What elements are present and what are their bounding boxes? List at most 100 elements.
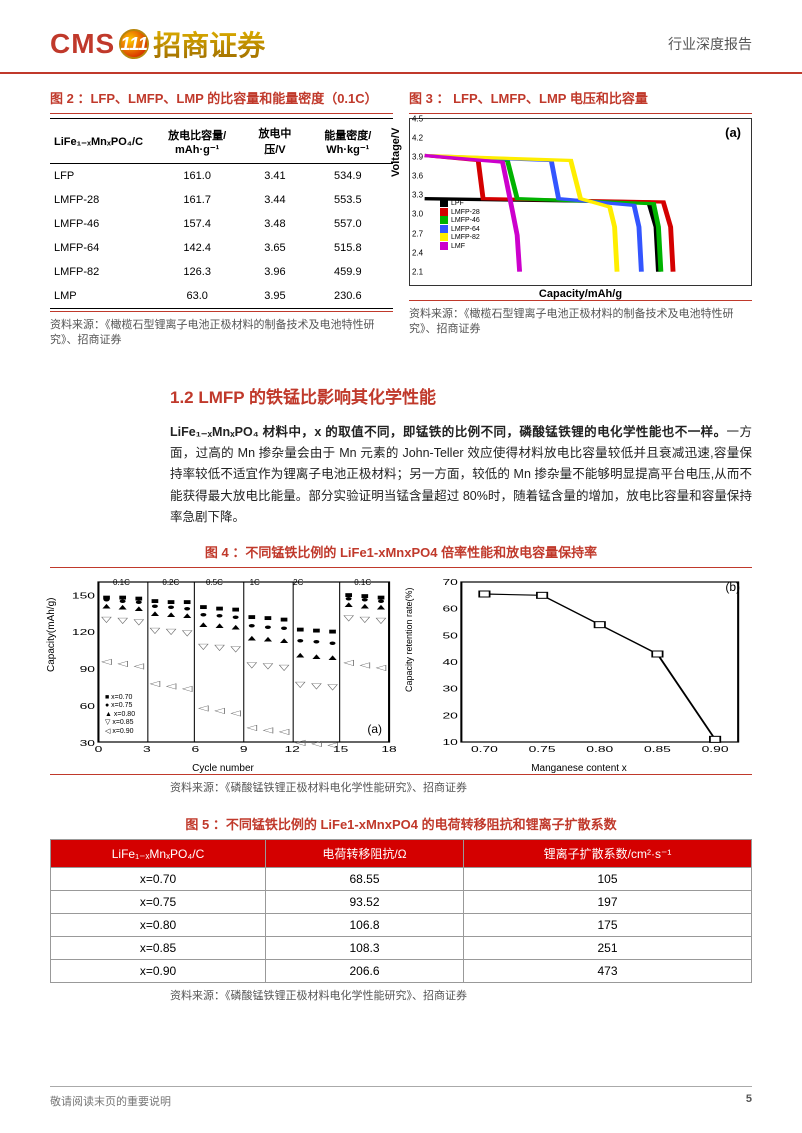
svg-text:◁: ◁ — [263, 726, 274, 734]
svg-text:■: ■ — [248, 613, 257, 621]
svg-text:▽: ▽ — [360, 616, 371, 624]
fig2-block: 图 2 ：LFP、LMFP、LMP 的比容量和能量密度（0.1C） LiFe₁₋… — [50, 88, 393, 349]
svg-text:▽: ▽ — [182, 629, 193, 637]
svg-text:10: 10 — [442, 739, 457, 747]
svg-text:◁: ◁ — [343, 659, 354, 667]
svg-text:▽: ▽ — [230, 645, 241, 653]
fig4-title: 图 4 ：不同锰铁比例的 LiFe1-xMnxPO4 倍率性能和放电容量保持率 — [50, 542, 752, 561]
table-row: LFP161.03.41534.9 — [50, 164, 393, 189]
svg-text:90: 90 — [80, 666, 95, 674]
svg-text:●: ● — [232, 613, 240, 621]
svg-text:▽: ▽ — [133, 618, 144, 626]
fig4a-ylabel: Capacity(mAh/g) — [46, 598, 57, 672]
svg-text:30: 30 — [80, 740, 95, 748]
svg-text:70: 70 — [442, 579, 457, 587]
fig3-chart: (a) Voltage/V 2.12.42.73.03.33.63.94.24.… — [409, 118, 752, 286]
svg-text:▲: ▲ — [213, 622, 227, 630]
svg-text:▲: ▲ — [180, 612, 194, 620]
svg-text:60: 60 — [80, 703, 95, 711]
svg-text:▲: ▲ — [116, 603, 130, 611]
svg-text:◁: ◁ — [279, 728, 290, 736]
svg-text:▲: ▲ — [197, 621, 211, 629]
svg-text:18: 18 — [381, 746, 396, 754]
fig3-yticks: 2.12.42.73.03.33.63.94.24.5 — [412, 119, 434, 285]
table-header: LiFe₁₋ₓMnₓPO₄/C — [51, 840, 266, 868]
svg-text:20: 20 — [442, 712, 457, 720]
svg-text:◁: ◁ — [117, 660, 128, 668]
table-header: 锂离子扩散系数/cm²·s⁻¹ — [463, 840, 751, 868]
fig4b-ylabel: Capacity retention rate(%) — [404, 587, 414, 692]
svg-text:▲: ▲ — [229, 623, 243, 631]
svg-text:●: ● — [312, 638, 320, 646]
svg-text:3: 3 — [143, 746, 151, 754]
fig2-title: 图 2 ：LFP、LMFP、LMP 的比容量和能量密度（0.1C） — [50, 88, 393, 107]
svg-text:▽: ▽ — [327, 683, 338, 691]
svg-text:◁: ◁ — [311, 740, 322, 748]
fig3-title: 图 3 ： LFP、LMFP、LMP 电压和比容量 — [409, 88, 752, 107]
svg-text:40: 40 — [442, 659, 457, 667]
logo: CMS 111 招商证券 — [50, 24, 265, 64]
table-row: x=0.7068.55105 — [51, 868, 752, 891]
svg-text:▲: ▲ — [293, 651, 307, 659]
para-rest: 一方面，过高的 Mn 掺杂量会由于 Mn 元素的 John-Teller 效应使… — [170, 425, 752, 524]
svg-text:■: ■ — [264, 614, 273, 622]
table-header: 放电比容量/ mAh·g⁻¹ — [147, 119, 247, 164]
svg-text:▲: ▲ — [164, 611, 178, 619]
svg-text:●: ● — [215, 612, 223, 620]
svg-text:◁: ◁ — [198, 704, 209, 712]
svg-text:6: 6 — [191, 746, 199, 754]
fig4a-panel-label: (a) — [367, 722, 382, 736]
svg-text:▲: ▲ — [245, 634, 259, 642]
svg-text:■: ■ — [312, 627, 321, 635]
fig4b-panel-label: (b) — [725, 580, 740, 594]
svg-text:▽: ▽ — [247, 661, 258, 669]
svg-text:■: ■ — [296, 625, 305, 633]
svg-text:▽: ▽ — [279, 664, 290, 672]
svg-text:◁: ◁ — [360, 661, 371, 669]
fig4b-chart: 102030405060700.700.750.800.850.90 (b) C… — [406, 572, 752, 772]
table-row: LMFP-46157.43.48557.0 — [50, 212, 393, 236]
page-footer: 敬请阅读末页的重要说明 5 — [50, 1086, 752, 1109]
svg-text:50: 50 — [442, 632, 457, 640]
svg-text:▽: ▽ — [150, 627, 161, 635]
svg-text:0.80: 0.80 — [586, 746, 613, 754]
fig3-legend: LPFLMFP-28LMFP-46LMFP-64LMFP-82LMF — [440, 199, 480, 250]
svg-text:◁: ◁ — [133, 662, 144, 670]
table-row: LMFP-82126.33.96459.9 — [50, 260, 393, 284]
svg-text:●: ● — [264, 623, 272, 631]
svg-text:◁: ◁ — [182, 685, 193, 693]
svg-text:▽: ▽ — [311, 682, 322, 690]
svg-text:0.70: 0.70 — [471, 746, 498, 754]
svg-text:▲: ▲ — [326, 654, 340, 662]
fig2-source: 资料来源：《橄榄石型锂离子电池正极材料的制备技术及电池特性研究》、招商证券 — [50, 318, 393, 349]
svg-text:▲: ▲ — [310, 653, 324, 661]
fig4a-chart: 3060901201500369121518■■■■■■■■■■■■■■■■■■… — [50, 572, 396, 772]
svg-text:▽: ▽ — [343, 614, 354, 622]
table-row: x=0.85108.3251 — [51, 937, 752, 960]
table-row: x=0.7593.52197 — [51, 891, 752, 914]
fig5-table: LiFe₁₋ₓMnₓPO₄/C电荷转移阻抗/Ω锂离子扩散系数/cm²·s⁻¹ x… — [50, 839, 752, 983]
logo-cn-text: 招商证券 — [153, 24, 265, 64]
svg-text:▲: ▲ — [100, 602, 114, 610]
svg-text:●: ● — [328, 639, 336, 647]
svg-text:■: ■ — [280, 616, 289, 624]
svg-text:◁: ◁ — [295, 739, 306, 747]
fig4-wrap: 3060901201500369121518■■■■■■■■■■■■■■■■■■… — [50, 572, 752, 772]
svg-text:●: ● — [248, 622, 256, 630]
table-row: LMFP-28161.73.44553.5 — [50, 188, 393, 212]
svg-text:◁: ◁ — [327, 741, 338, 749]
table-row: x=0.90206.6473 — [51, 960, 752, 983]
svg-text:9: 9 — [240, 746, 248, 754]
svg-text:▽: ▽ — [376, 617, 387, 625]
svg-text:▲: ▲ — [358, 602, 372, 610]
fig2-table: LiFe₁₋ₓMnₓPO₄/C放电比容量/ mAh·g⁻¹放电中压/V能量密度/… — [50, 118, 393, 309]
table-row: x=0.80106.8175 — [51, 914, 752, 937]
svg-text:▽: ▽ — [214, 644, 225, 652]
fig3-ylabel: Voltage/V — [390, 128, 402, 177]
fig4b-xlabel: Manganese content x — [406, 763, 752, 774]
svg-text:◁: ◁ — [150, 680, 161, 688]
logo-cms-text: CMS — [50, 28, 115, 60]
fig3-xlabel: Capacity/mAh/g — [409, 288, 752, 300]
svg-text:150: 150 — [72, 592, 95, 600]
logo-circle-icon: 111 — [119, 29, 149, 59]
